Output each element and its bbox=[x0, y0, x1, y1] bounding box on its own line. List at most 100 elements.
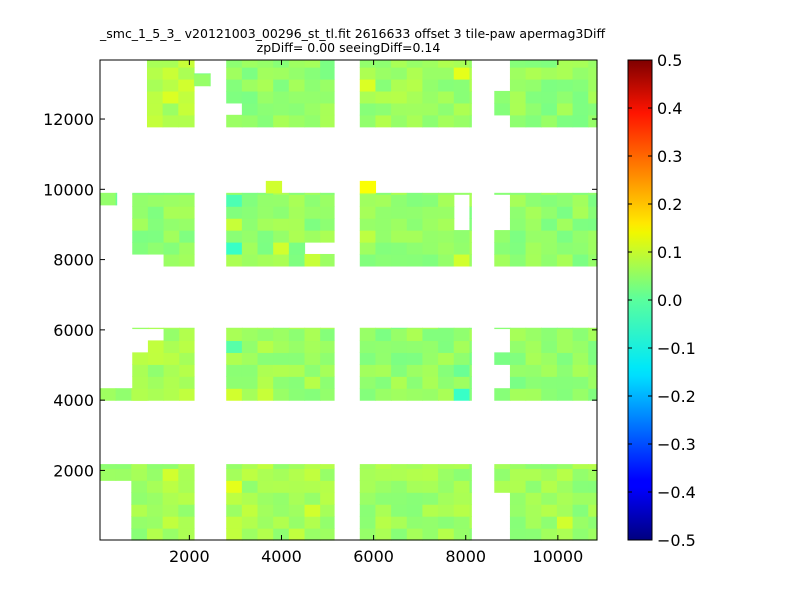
heatmap-cell bbox=[241, 242, 259, 255]
heatmap-cell bbox=[588, 340, 598, 353]
colorbar-tick-label: −0.3 bbox=[657, 435, 696, 454]
heatmap-cell bbox=[226, 388, 243, 401]
heatmap-cell bbox=[469, 114, 472, 128]
heatmap-cell bbox=[422, 516, 439, 529]
heatmap-cell bbox=[320, 352, 335, 365]
heatmap-cell bbox=[422, 114, 439, 128]
heatmap-cell bbox=[525, 102, 542, 116]
heatmap-cell bbox=[257, 230, 274, 243]
heatmap-cell bbox=[572, 504, 589, 517]
heatmap-cell bbox=[257, 194, 274, 207]
heatmap-cell bbox=[288, 60, 306, 68]
heatmap-cell bbox=[588, 206, 598, 219]
heatmap-cell bbox=[406, 90, 424, 104]
heatmap-cell bbox=[179, 340, 195, 353]
heatmap-cell bbox=[179, 253, 195, 267]
heatmap-cell bbox=[525, 60, 542, 68]
heatmap-cell bbox=[438, 388, 455, 401]
heatmap-cells bbox=[100, 60, 598, 541]
heatmap-cell bbox=[525, 504, 542, 517]
heatmap-cell bbox=[178, 67, 195, 80]
heatmap-cell bbox=[226, 352, 243, 365]
heatmap-cell bbox=[494, 192, 511, 195]
heatmap-cell bbox=[525, 67, 542, 80]
heatmap-cell bbox=[375, 114, 392, 128]
heatmap-cell bbox=[304, 206, 321, 219]
heatmap-cell bbox=[588, 388, 598, 401]
heatmap-cell bbox=[179, 192, 195, 195]
heatmap-cell bbox=[588, 218, 598, 231]
x-tick-label: 10000 bbox=[532, 547, 583, 566]
heatmap-cell bbox=[509, 327, 527, 330]
heatmap-cell bbox=[509, 67, 527, 80]
heatmap-cell bbox=[257, 492, 274, 505]
heatmap-cell bbox=[257, 504, 274, 517]
heatmap-cell bbox=[588, 464, 598, 469]
heatmap-cell bbox=[226, 192, 243, 195]
heatmap-cell bbox=[163, 328, 180, 342]
heatmap-cell bbox=[588, 528, 598, 541]
heatmap-cell bbox=[320, 328, 335, 342]
heatmap-cell bbox=[438, 218, 455, 231]
heatmap-cell bbox=[375, 218, 392, 231]
heatmap-cell bbox=[273, 480, 290, 493]
heatmap-cell bbox=[273, 340, 290, 353]
heatmap-cell bbox=[146, 114, 164, 128]
heatmap-cell bbox=[115, 464, 132, 469]
heatmap-cell bbox=[525, 194, 542, 207]
heatmap-cell bbox=[320, 67, 335, 80]
heatmap-cell bbox=[556, 230, 574, 243]
heatmap-cell bbox=[509, 114, 527, 128]
heatmap-cell bbox=[556, 504, 574, 517]
heatmap-cell bbox=[556, 352, 574, 365]
heatmap-cell bbox=[288, 492, 306, 505]
heatmap-cell bbox=[147, 352, 165, 365]
heatmap-cell bbox=[525, 253, 542, 267]
heatmap-cell bbox=[257, 376, 274, 389]
y-tick-label: 10000 bbox=[43, 180, 94, 199]
heatmap-cell bbox=[359, 67, 377, 80]
heatmap-cell bbox=[391, 376, 408, 389]
heatmap-cell bbox=[453, 468, 471, 481]
heatmap-cell bbox=[406, 516, 424, 529]
heatmap-cell bbox=[320, 253, 335, 267]
heatmap-cell bbox=[193, 73, 211, 87]
heatmap-cell bbox=[509, 516, 527, 529]
heatmap-cell bbox=[288, 464, 306, 469]
heatmap-cell bbox=[453, 114, 471, 128]
y-tick-label: 6000 bbox=[53, 321, 94, 340]
heatmap-cell bbox=[304, 218, 321, 231]
heatmap-cell bbox=[391, 468, 408, 481]
heatmap-cell bbox=[541, 504, 558, 517]
heatmap-cell bbox=[391, 194, 408, 207]
heatmap-cell bbox=[131, 516, 148, 529]
heatmap-cell bbox=[438, 102, 455, 116]
y-tick-label: 2000 bbox=[53, 461, 94, 480]
heatmap-cell bbox=[391, 206, 408, 219]
heatmap-cell bbox=[453, 464, 471, 469]
heatmap-cell bbox=[469, 388, 472, 401]
heatmap-cell bbox=[178, 78, 195, 92]
heatmap-cell bbox=[406, 114, 424, 128]
heatmap-cell bbox=[438, 464, 455, 469]
heatmap-cell bbox=[525, 328, 542, 342]
heatmap-cell bbox=[453, 242, 471, 255]
heatmap-cell bbox=[453, 376, 471, 389]
heatmap-cell bbox=[453, 67, 471, 80]
heatmap-cell bbox=[193, 73, 211, 75]
heatmap-cell bbox=[162, 114, 179, 128]
heatmap-cell bbox=[257, 78, 274, 92]
colorbar-tick-label: −0.2 bbox=[657, 387, 696, 406]
heatmap-cell bbox=[525, 492, 542, 505]
x-tick-label: 8000 bbox=[445, 547, 486, 566]
heatmap-cell bbox=[359, 230, 377, 243]
heatmap-cell bbox=[453, 102, 471, 116]
heatmap-cell bbox=[304, 67, 321, 80]
heatmap-cell bbox=[509, 464, 527, 469]
heatmap-cell bbox=[509, 376, 527, 389]
heatmap-cell bbox=[588, 78, 598, 92]
heatmap-cell bbox=[453, 388, 471, 401]
colorbar-tick-label: −0.1 bbox=[657, 339, 696, 358]
heatmap-cell bbox=[288, 194, 306, 207]
